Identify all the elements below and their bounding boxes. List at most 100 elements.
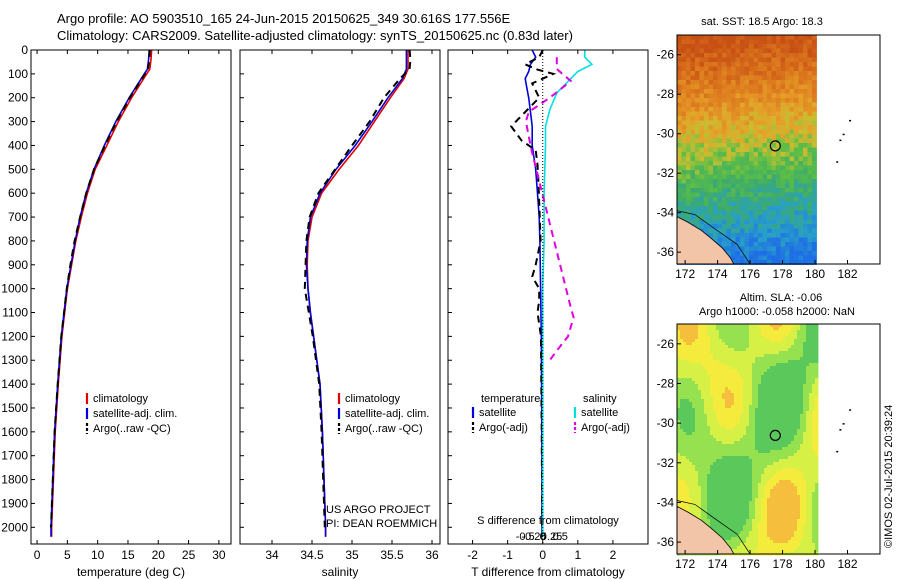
heatmap-cell (689, 399, 693, 403)
heatmap-cell (812, 228, 817, 234)
heatmap-cell (798, 255, 804, 261)
heatmap-cell (698, 489, 702, 493)
heatmap-cell (677, 489, 681, 493)
heatmap-cell (764, 336, 768, 340)
heatmap-cell (780, 66, 786, 72)
heatmap-cell (815, 333, 819, 337)
heatmap-cell (758, 147, 763, 153)
heatmap-cell (731, 387, 735, 391)
heatmap-cell (791, 414, 795, 418)
heatmap-cell (737, 330, 741, 334)
heatmap-cell (704, 327, 708, 331)
heatmap-cell (770, 372, 774, 376)
heatmap-cell (749, 53, 754, 58)
heatmap-cell (749, 255, 754, 261)
heatmap-cell (788, 510, 792, 514)
heatmap-cell (758, 228, 763, 234)
heatmap-cell (806, 522, 810, 526)
heatmap-cell (762, 201, 768, 207)
heatmap-cell (695, 161, 700, 166)
heatmap-cell (758, 405, 762, 409)
heatmap-cell (719, 354, 723, 358)
heatmap-cell (788, 474, 792, 478)
heatmap-cell (762, 170, 768, 175)
heatmap-cell (791, 393, 795, 397)
heatmap-cell (761, 468, 765, 472)
heatmap-cell (713, 402, 717, 406)
heatmap-cell (710, 453, 714, 457)
heatmap-cell (731, 336, 735, 340)
heatmap-cell (807, 161, 813, 166)
heatmap-cell (807, 224, 813, 229)
heatmap-cell (743, 357, 747, 361)
heatmap-cell (704, 363, 708, 367)
heatmap-cell (794, 513, 798, 517)
heatmap-cell (798, 102, 804, 108)
heatmap-cell (762, 116, 768, 121)
heatmap-cell (704, 468, 708, 472)
heatmap-cell (761, 360, 765, 364)
heatmap-cell (695, 345, 699, 349)
heatmap-cell (740, 435, 744, 439)
heatmap-cell (722, 165, 727, 171)
heatmap-cell (737, 423, 741, 427)
heatmap-cell (803, 161, 808, 166)
heatmap-cell (731, 255, 736, 261)
heatmap-cell (791, 378, 795, 382)
heatmap-cell (776, 66, 781, 72)
heatmap-cell (776, 237, 781, 243)
heatmap-cell (686, 480, 690, 484)
heatmap-cell (752, 420, 756, 424)
heatmap-cell (689, 486, 693, 490)
heatmap-cell (812, 39, 817, 45)
heatmap-cell (776, 75, 781, 81)
heatmap-cell (755, 519, 759, 523)
heatmap-cell (749, 462, 753, 466)
heatmap-cell (812, 474, 816, 478)
heatmap-cell (744, 215, 750, 220)
heatmap-cell (780, 206, 786, 211)
heatmap-cell (701, 342, 705, 346)
heatmap-cell (807, 125, 813, 130)
heatmap-cell (725, 396, 729, 400)
heatmap-cell (719, 408, 723, 412)
heatmap-cell (782, 339, 786, 343)
heatmap-cell (728, 468, 732, 472)
heatmap-cell (735, 98, 741, 103)
heatmap-cell (812, 480, 816, 484)
heatmap-cell (812, 120, 817, 126)
heatmap-cell (807, 246, 813, 252)
heatmap-cell (779, 504, 783, 508)
heatmap-cell (785, 147, 790, 153)
series-line-temperature-satellite (524, 50, 543, 537)
heatmap-cell (809, 375, 813, 379)
heatmap-cell (767, 134, 772, 139)
heatmap-cell (743, 426, 747, 430)
heatmap-cell (785, 183, 790, 189)
heatmap-cell (740, 143, 745, 148)
heatmap-cell (794, 120, 799, 126)
heatmap-cell (740, 134, 745, 139)
heatmap-cell (731, 89, 736, 94)
heatmap-cell (725, 459, 729, 463)
heatmap-cell (806, 336, 810, 340)
heatmap-cell (704, 423, 708, 427)
heatmap-cell (686, 456, 690, 460)
heatmap-cell (812, 251, 817, 256)
heatmap-cell (737, 522, 741, 526)
heatmap-cell (731, 441, 735, 445)
heatmap-cell (695, 423, 699, 427)
heatmap-cell (686, 66, 691, 72)
heatmap-cell (788, 480, 792, 484)
heatmap-cell (722, 125, 727, 130)
heatmap-cell (725, 357, 729, 361)
heatmap-cell (713, 423, 717, 427)
heatmap-cell (785, 192, 790, 198)
heatmap-cell (797, 477, 801, 481)
heatmap-cell (752, 441, 756, 445)
heatmap-cell (762, 237, 768, 243)
heatmap-cell (770, 504, 774, 508)
heatmap-cell (749, 165, 754, 171)
heatmap-cell (746, 486, 750, 490)
